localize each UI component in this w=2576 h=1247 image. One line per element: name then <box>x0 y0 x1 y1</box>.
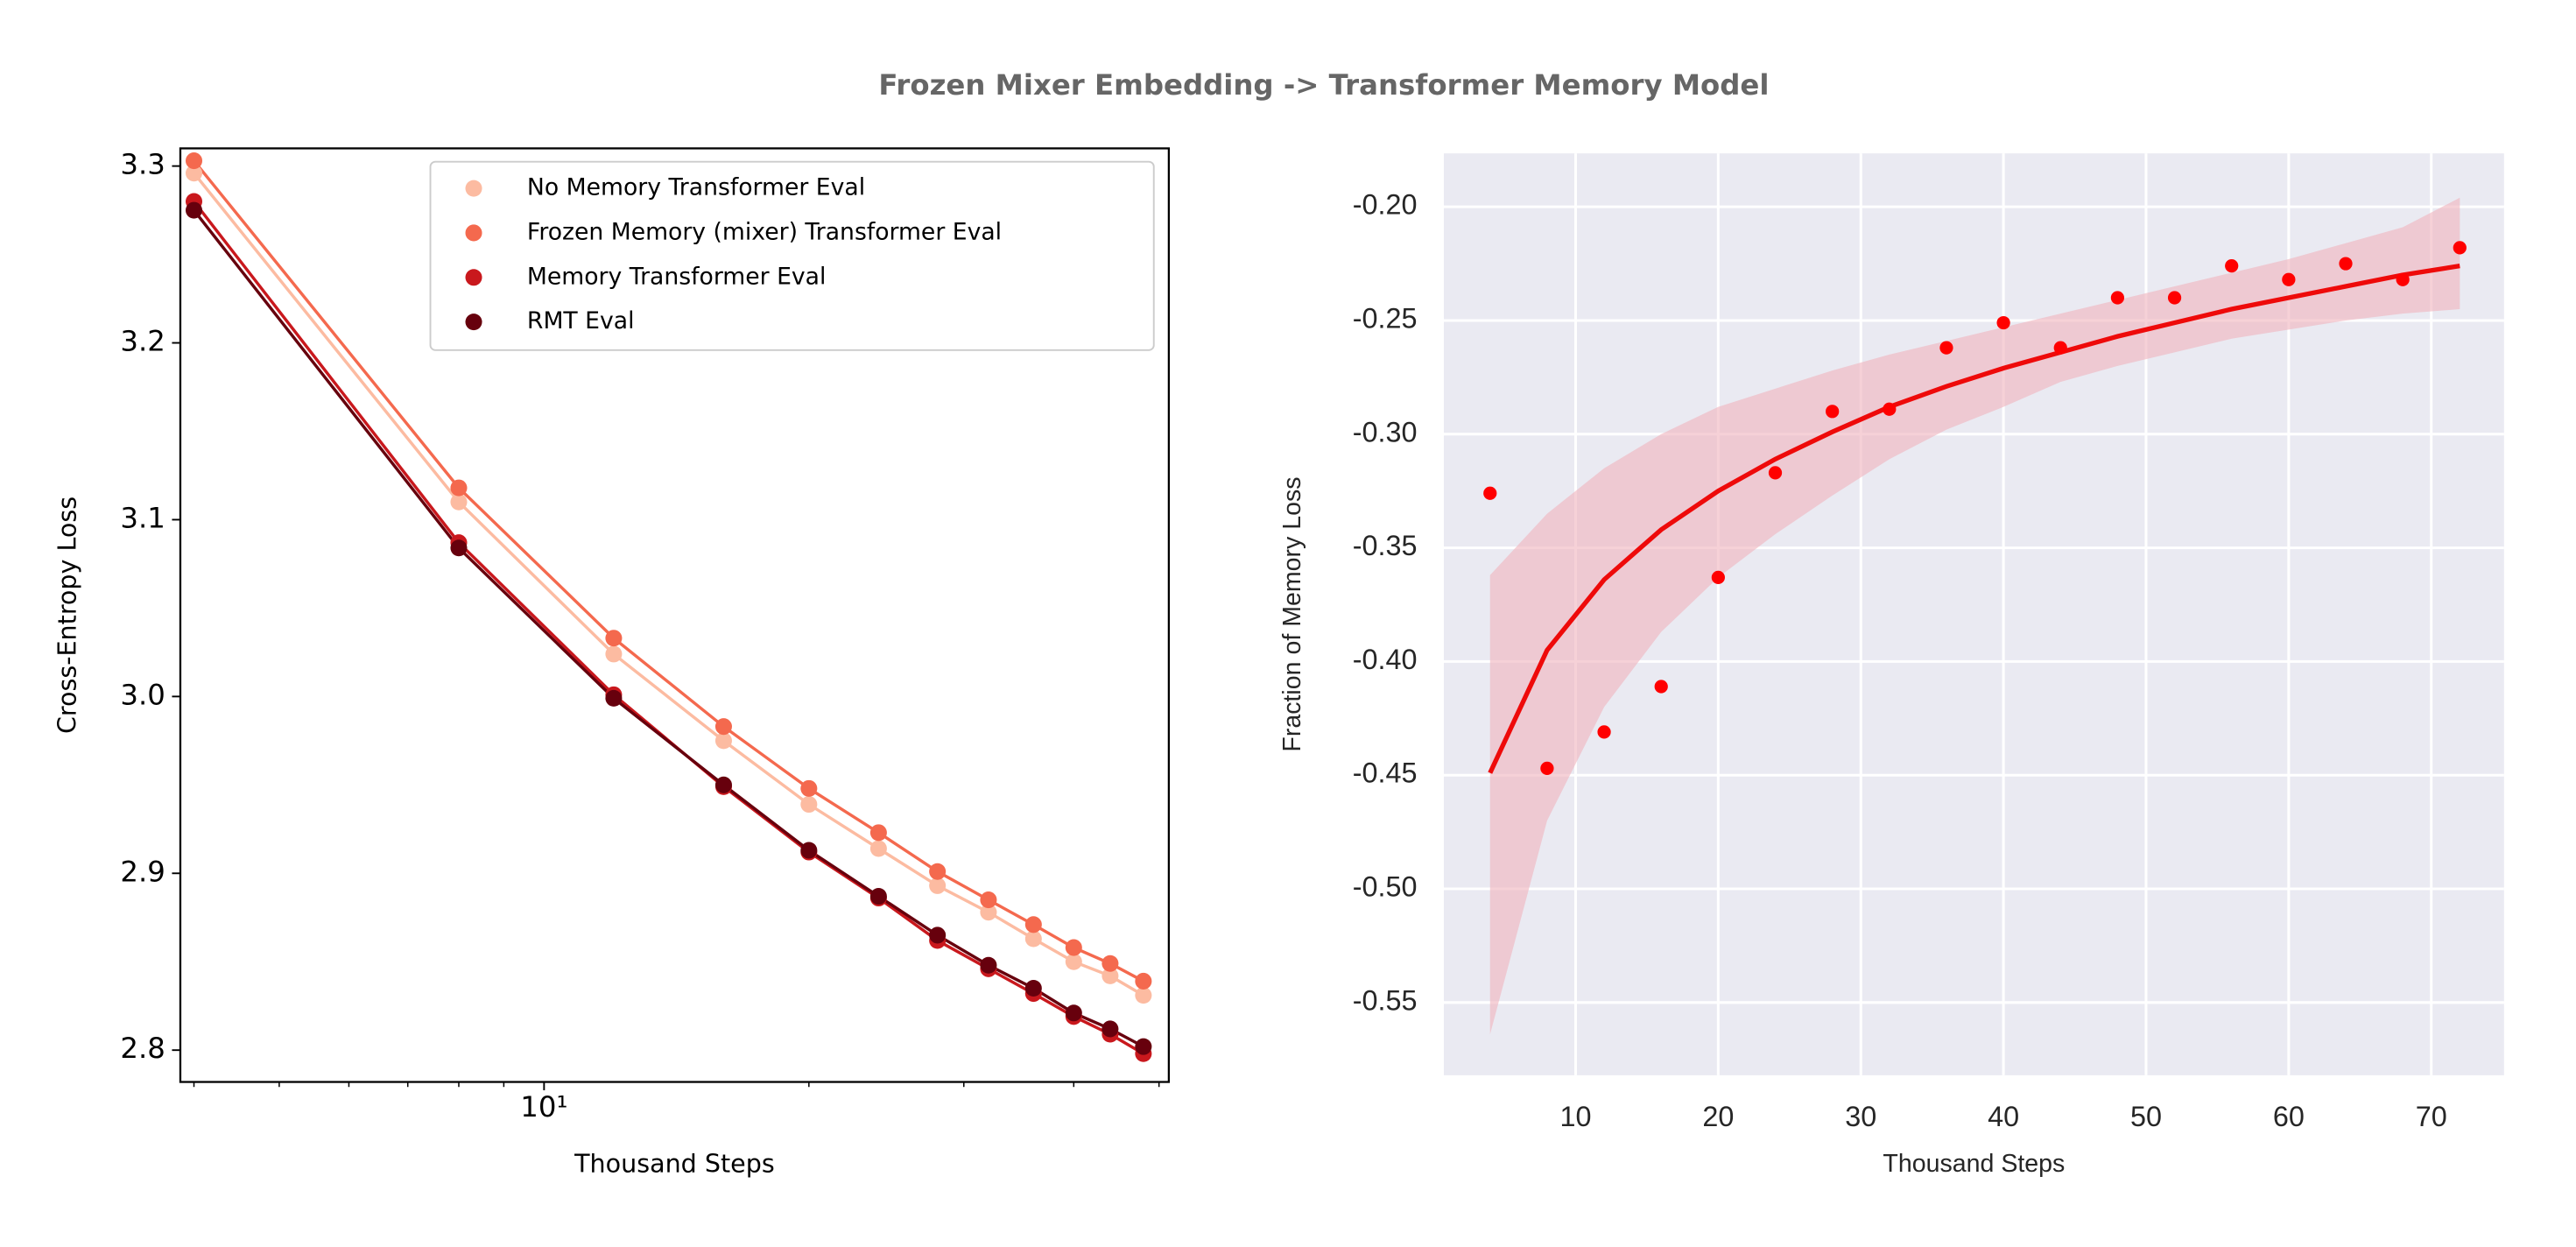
data-point <box>1101 955 1119 972</box>
y-axis-label: Fraction of Memory Loss <box>1278 476 1306 751</box>
y-tick-label: -0.50 <box>1353 871 1418 903</box>
y-tick-label: -0.45 <box>1353 757 1418 789</box>
x-axis-label: Thousand Steps <box>574 1149 775 1179</box>
data-point <box>869 824 887 842</box>
data-point <box>1101 967 1119 984</box>
legend-frame <box>429 160 1155 351</box>
y-tick-label: -0.25 <box>1353 303 1418 335</box>
data-point <box>980 956 997 974</box>
data-point <box>450 539 468 557</box>
data-point <box>869 840 887 857</box>
data-point <box>185 165 203 182</box>
y-tick-label: 3.1 <box>120 501 165 534</box>
x-axis-label: Thousand Steps <box>1883 1150 2065 1178</box>
figure-title: Frozen Mixer Embedding -> Transformer Me… <box>878 68 1769 102</box>
x-tick-label: 40 <box>1988 1101 2019 1132</box>
data-point <box>450 493 468 511</box>
y-tick-label: 3.0 <box>120 678 165 711</box>
data-point <box>1540 761 1554 776</box>
data-point <box>605 645 623 663</box>
data-point <box>929 863 947 880</box>
data-point <box>1768 466 1783 480</box>
data-point <box>1711 570 1725 584</box>
data-point <box>1654 680 1668 694</box>
legend-label: RMT Eval <box>527 307 635 335</box>
data-point <box>1065 939 1082 956</box>
data-point <box>1024 916 1042 933</box>
data-point <box>1135 1038 1152 1055</box>
y-tick-label: 3.3 <box>120 148 165 181</box>
data-point <box>714 776 732 793</box>
legend: No Memory Transformer Eval Frozen Memory … <box>429 160 1155 351</box>
y-tick-label: 2.9 <box>120 855 165 888</box>
y-tick-label: 2.8 <box>120 1032 165 1065</box>
x-tick-label: 20 <box>1702 1101 1734 1132</box>
plot-frame <box>179 147 1171 1083</box>
data-point <box>2110 291 2125 305</box>
data-point <box>1826 405 1840 419</box>
x-tick-label: 30 <box>1845 1101 1876 1132</box>
data-point <box>800 842 818 859</box>
data-point <box>1024 979 1042 997</box>
data-point <box>2225 259 2239 273</box>
data-point <box>450 479 468 497</box>
data-point <box>185 152 203 170</box>
y-tick-label: -0.35 <box>1353 530 1418 561</box>
data-point <box>2453 241 2467 255</box>
legend-marker <box>465 180 482 197</box>
y-tick-label: -0.20 <box>1353 189 1418 221</box>
x-tick-label: 10 <box>1559 1101 1591 1132</box>
fit-line <box>1488 264 2460 774</box>
data-point <box>800 796 818 814</box>
data-point <box>605 630 623 647</box>
data-point <box>980 904 997 921</box>
data-point <box>980 891 997 909</box>
data-point <box>1065 1004 1082 1022</box>
data-point <box>1065 953 1082 970</box>
confidence-band <box>1489 197 2460 1035</box>
x-tick-label: 10¹ <box>520 1090 567 1124</box>
data-point <box>714 732 732 750</box>
legend-label: No Memory Transformer Eval <box>527 174 865 201</box>
y-axis-label: Cross-Entropy Loss <box>52 497 81 734</box>
data-point <box>1135 972 1152 990</box>
data-point <box>929 926 947 944</box>
data-point <box>2053 341 2067 355</box>
data-point <box>1883 402 1897 416</box>
legend-marker <box>465 269 482 286</box>
data-point <box>1996 315 2010 330</box>
data-point <box>2396 272 2410 286</box>
x-tick-label: 60 <box>2273 1101 2305 1132</box>
y-tick-label: -0.55 <box>1353 984 1418 1016</box>
y-tick-label: -0.30 <box>1353 416 1418 447</box>
data-point <box>1483 486 1497 500</box>
data-point <box>714 718 732 736</box>
data-point <box>1597 725 1611 739</box>
data-point <box>869 888 887 905</box>
x-tick-label: 50 <box>2130 1101 2162 1132</box>
data-point <box>800 779 818 797</box>
x-tick-label: 70 <box>2416 1101 2447 1132</box>
data-point <box>605 689 623 707</box>
legend-label: Frozen Memory (mixer) Transformer Eval <box>527 218 1002 245</box>
data-point <box>2167 291 2182 305</box>
legend-marker <box>465 314 482 331</box>
data-point <box>2339 257 2353 271</box>
data-point <box>1939 341 1953 355</box>
data-point <box>929 877 947 894</box>
data-point <box>1024 930 1042 948</box>
data-point <box>2282 272 2296 286</box>
data-point <box>1135 987 1152 1004</box>
data-point <box>185 201 203 219</box>
y-tick-label: 3.2 <box>120 325 165 358</box>
data-point <box>1101 1020 1119 1038</box>
legend-marker <box>465 224 482 242</box>
legend-label: Memory Transformer Eval <box>527 263 826 290</box>
y-tick-label: -0.40 <box>1353 644 1418 675</box>
